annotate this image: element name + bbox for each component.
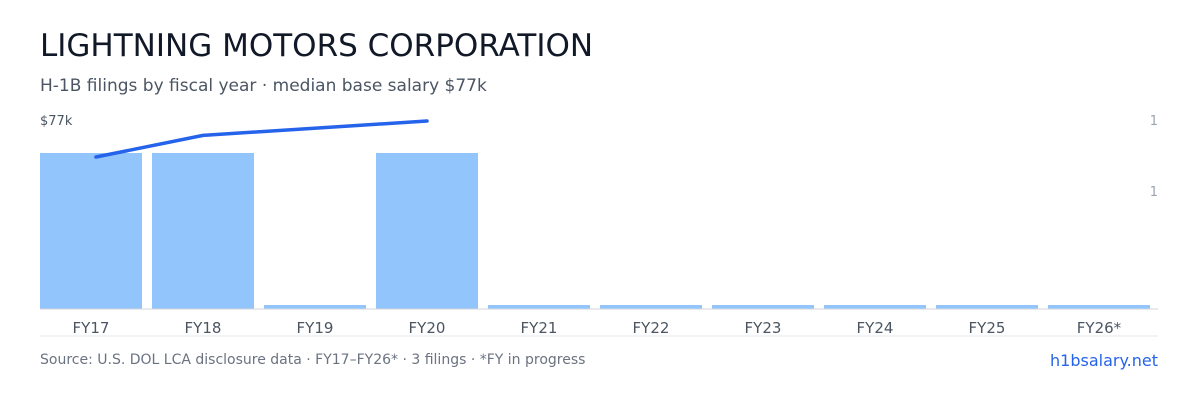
right-axis-tick-label: 1	[1150, 185, 1158, 200]
x-tick-label: FY23	[745, 319, 782, 337]
left-axis-tick-label: $77k	[40, 114, 73, 129]
bar-FY22	[600, 305, 702, 309]
bar-FY18	[152, 153, 254, 309]
x-tick-label: FY24	[857, 319, 894, 337]
x-tick-label: FY17	[73, 319, 110, 337]
x-tick-label: FY18	[185, 319, 222, 337]
x-tick-label: FY25	[969, 319, 1006, 337]
brand-link[interactable]: h1bsalary.net	[1050, 351, 1158, 370]
x-tick-label: FY21	[521, 319, 558, 337]
bar-FY23	[712, 305, 814, 309]
bar-FY26	[1048, 305, 1150, 309]
bar-FY24	[824, 305, 926, 309]
x-tick-label: FY26*	[1077, 319, 1122, 337]
bar-FY19	[264, 305, 366, 309]
right-axis-tick-label: 1	[1150, 114, 1158, 129]
bar-FY17	[40, 153, 142, 309]
x-axis-tick-labels: FY17 FY18 FY19 FY20 FY21 FY22 FY23 FY24 FY25 FY26…	[73, 319, 1122, 337]
bar-FY25	[936, 305, 1038, 309]
bar-series	[40, 153, 1150, 309]
x-tick-label: FY20	[409, 319, 446, 337]
bar-FY21	[488, 305, 590, 309]
salary-line-series	[94, 119, 429, 159]
x-tick-label: FY22	[633, 319, 670, 337]
median-salary-line	[94, 119, 429, 159]
source-note: Source: U.S. DOL LCA disclosure data · F…	[40, 352, 586, 368]
chart-title: LIGHTNING MOTORS CORPORATION	[40, 28, 594, 64]
x-tick-label: FY19	[297, 319, 334, 337]
bar-FY20	[376, 153, 478, 309]
chart-subtitle: H-1B filings by fiscal year · median bas…	[40, 76, 487, 96]
